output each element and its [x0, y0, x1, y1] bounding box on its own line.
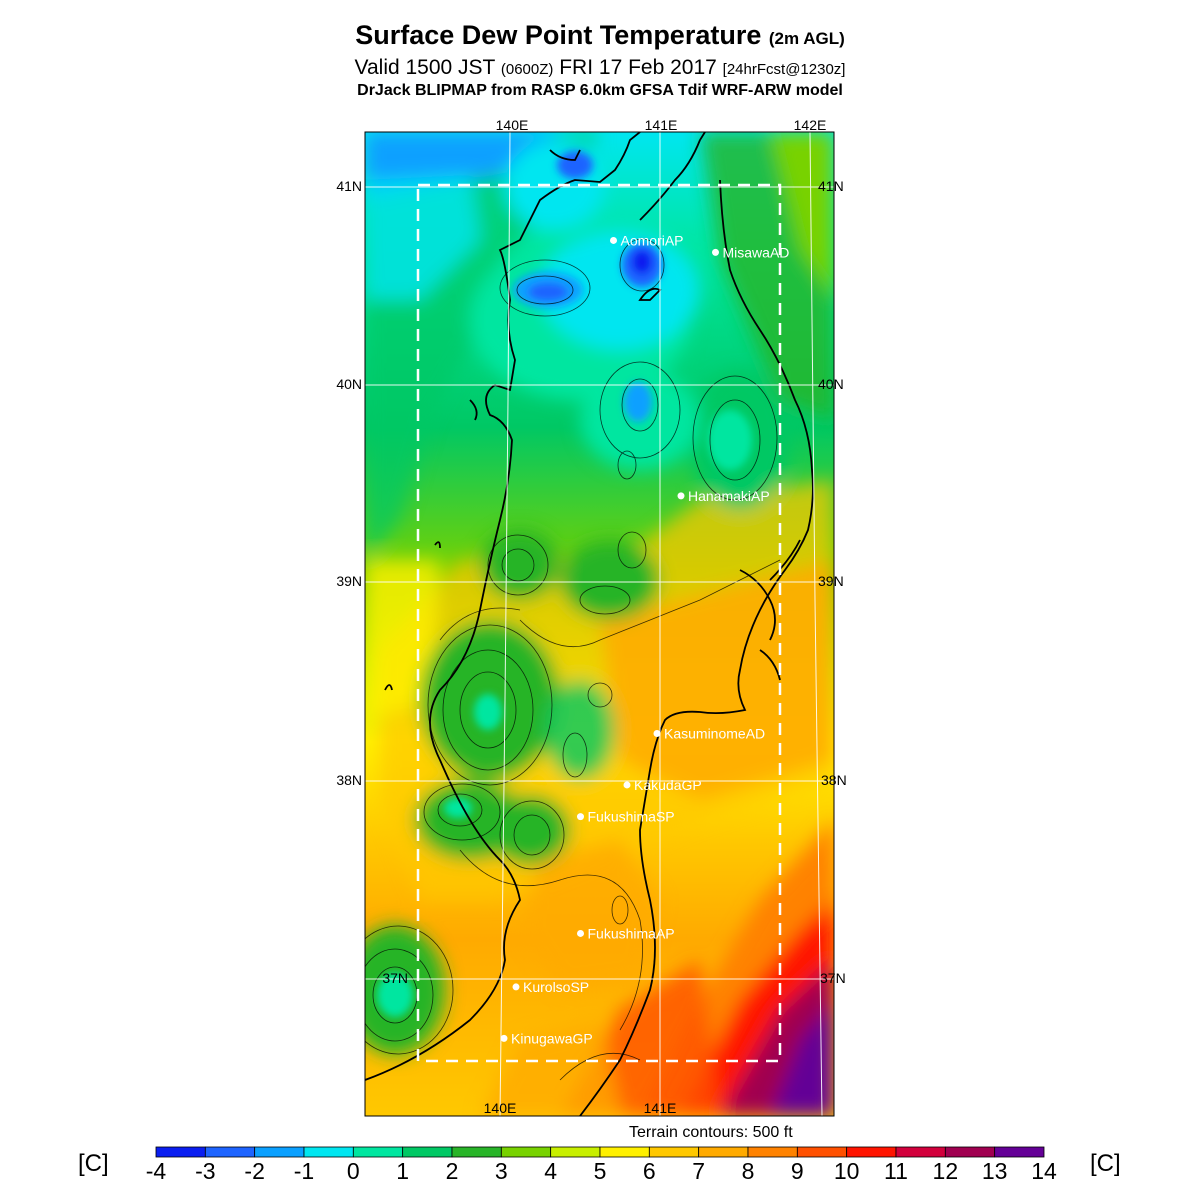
station-dot [653, 729, 661, 737]
lat-right-38: 38N [821, 772, 847, 788]
station-label: FukushimaAP [588, 925, 675, 941]
lat-left-38: 38N [336, 772, 362, 788]
colorbar-swatch [550, 1146, 601, 1158]
domain-box [416, 183, 782, 1063]
station-label: KurolsoSP [523, 979, 589, 995]
colorbar-swatch [599, 1146, 650, 1158]
colorbar-tick-label: 14 [1031, 1158, 1057, 1184]
station-label: KinugawaGP [511, 1030, 593, 1046]
colorbar-tick-label: 2 [445, 1158, 459, 1184]
station-label: HanamakiAP [688, 488, 770, 504]
station-label: KasuminomeAD [664, 725, 765, 741]
lon-bottom-140: 140E [484, 1100, 517, 1116]
colorbar-tick-label: 13 [981, 1158, 1008, 1184]
lat-left-41: 41N [336, 178, 362, 194]
valid-date: FRI 17 Feb 2017 [559, 56, 717, 79]
latlon-grid [365, 131, 834, 1117]
station-dot [512, 983, 520, 991]
lon-top-141: 141E [645, 117, 678, 133]
map-title: Surface Dew Point Temperature (2m AGL) [0, 20, 1200, 51]
colorbar-swatch [254, 1146, 305, 1158]
colorbar-swatch [204, 1146, 256, 1158]
valid-zulu: (0600Z) [500, 61, 554, 78]
colorbar [155, 1146, 1045, 1158]
station-label: FukushimaSP [588, 809, 675, 825]
colorbar-swatch [155, 1146, 206, 1158]
colorbar-unit-left: [C] [78, 1150, 109, 1177]
colorbar-swatch [944, 1146, 996, 1158]
station-dot [577, 813, 584, 821]
station-dot [712, 248, 719, 256]
lat-left-37: 37N [382, 970, 408, 986]
colorbar-swatch [303, 1146, 354, 1158]
terrain-contours [365, 238, 781, 1081]
lat-right-39: 39N [818, 573, 844, 589]
colorbar-tick-label: 11 [884, 1158, 908, 1184]
colorbar-swatch [500, 1146, 552, 1158]
colorbar-swatch [451, 1146, 502, 1158]
colorbar-tick-label: -4 [145, 1158, 167, 1184]
colorbar-unit-right: [C] [1090, 1150, 1121, 1177]
station-markers: AomoriAP MisawaAD HanamakiAP KasuminomeAD Ka… [500, 232, 790, 1046]
colorbar-swatch [895, 1146, 946, 1158]
colorbar-tick-label: 3 [494, 1158, 508, 1184]
colorbar-tick-label: 10 [833, 1158, 860, 1184]
valid-time: Valid 1500 JST (0600Z) FRI 17 Feb 2017 [… [0, 56, 1200, 80]
station-dot [610, 236, 617, 244]
station-label: KakudaGP [634, 777, 702, 793]
lon-bottom-141: 141E [644, 1100, 677, 1116]
colorbar-tick-label: -2 [244, 1158, 265, 1184]
coastline [365, 132, 814, 1116]
dewpoint-field [365, 132, 834, 1116]
colorbar-swatch [648, 1146, 700, 1158]
lat-right-41: 41N [818, 178, 844, 194]
colorbar-swatch [402, 1146, 453, 1158]
colorbar-tick-label: -3 [195, 1158, 216, 1184]
colorbar-swatch [352, 1146, 404, 1158]
colorbar-swatch [747, 1146, 798, 1158]
station-dot [577, 929, 584, 937]
model-subtitle: DrJack BLIPMAP from RASP 6.0km GFSA Tdif… [357, 82, 843, 99]
terrain-note: Terrain contours: 500 ft [629, 1124, 793, 1141]
colorbar-swatch [698, 1146, 749, 1158]
station-dot [500, 1034, 508, 1042]
colorbar-swatch [796, 1146, 848, 1158]
lon-top-140: 140E [496, 117, 529, 133]
station-dot [623, 781, 631, 789]
colorbar-tick-label: 6 [642, 1158, 656, 1184]
lat-left-39: 39N [336, 573, 362, 589]
title-main: Surface Dew Point Temperature [355, 20, 762, 50]
valid-prefix: Valid 1500 JST [354, 56, 496, 79]
colorbar-tick-label: 4 [544, 1158, 558, 1184]
station-label: AomoriAP [621, 232, 684, 248]
station-dot [677, 492, 685, 500]
lat-right-37: 37N [820, 970, 846, 986]
colorbar-tick-label: -1 [293, 1158, 315, 1184]
lat-left-40: 40N [336, 376, 362, 392]
lat-right-40: 40N [818, 376, 844, 392]
colorbar-tick-label: 7 [692, 1158, 706, 1184]
colorbar-tick-label: 1 [396, 1158, 410, 1184]
colorbar-tick-label: 5 [593, 1158, 607, 1184]
colorbar-swatch [846, 1146, 897, 1158]
colorbar-tick-label: 12 [932, 1158, 959, 1184]
colorbar-tick-label: 0 [346, 1158, 360, 1184]
valid-forecast: [24hrFcst@1230z] [722, 61, 846, 78]
colorbar-tick-label: 8 [741, 1158, 755, 1184]
map-frame [364, 131, 835, 1117]
station-label: MisawaAD [723, 244, 790, 260]
colorbar-swatch [994, 1146, 1045, 1158]
title-suffix: (2m AGL) [768, 29, 845, 48]
lon-top-142: 142E [794, 117, 827, 133]
colorbar-tick-label: 9 [790, 1158, 804, 1184]
